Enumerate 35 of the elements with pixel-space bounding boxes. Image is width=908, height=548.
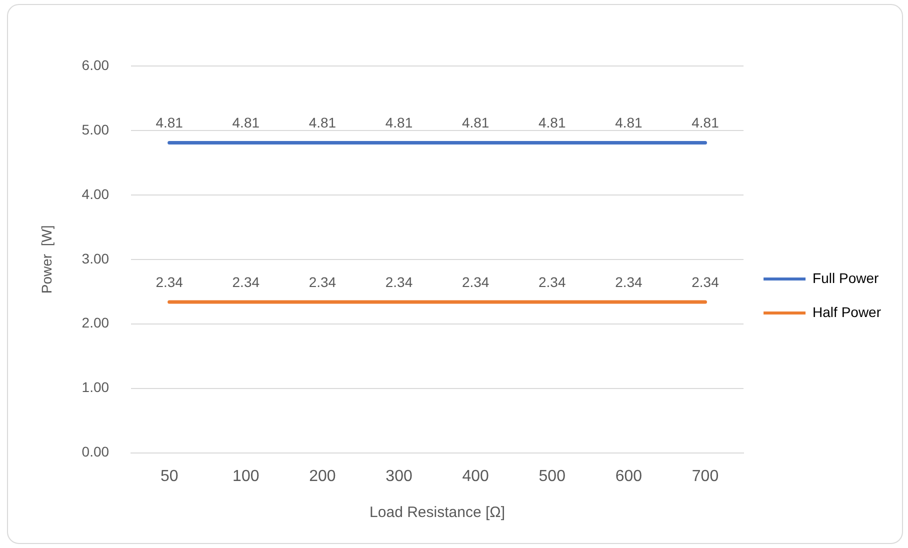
data-label: 4.81	[156, 114, 184, 131]
data-label: 2.34	[232, 274, 260, 290]
legend-label: Half Power	[812, 304, 882, 320]
data-label: 4.81	[692, 114, 720, 131]
data-label: 4.81	[538, 114, 566, 131]
y-tick-label: 1.00	[82, 379, 110, 396]
y-tick-label: 2.00	[82, 314, 110, 331]
y-tick-label: 0.00	[82, 444, 110, 460]
y-tick-label: 3.00	[82, 250, 110, 266]
data-label: 4.81	[385, 114, 413, 131]
data-label: 2.34	[156, 274, 184, 290]
data-label: 4.81	[462, 114, 490, 131]
y-tick-label: 5.00	[82, 121, 110, 138]
y-axis-title: Power [W]	[38, 225, 54, 294]
x-tick-label: 300	[386, 468, 412, 485]
x-tick-label: 400	[462, 468, 490, 485]
y-tick-label: 4.00	[82, 186, 110, 202]
data-label: 2.34	[692, 274, 720, 290]
legend-label: Full Power	[812, 270, 879, 286]
x-axis-title: Load Resistance [Ω]	[370, 504, 506, 522]
data-label: 2.34	[538, 274, 566, 290]
x-tick-label: 200	[309, 468, 336, 485]
data-label: 4.81	[232, 114, 260, 131]
x-tick-label: 100	[232, 468, 260, 485]
x-tick-label: 600	[615, 468, 642, 485]
x-tick-label: 500	[538, 468, 566, 485]
y-tick-label: 6.00	[82, 56, 110, 73]
x-tick-label: 700	[692, 468, 719, 485]
data-label: 4.81	[308, 114, 336, 131]
data-label: 2.34	[615, 274, 643, 290]
data-label: 2.34	[308, 274, 336, 290]
x-tick-label: 50	[160, 468, 178, 485]
data-label: 4.81	[615, 114, 643, 131]
data-label: 2.34	[462, 274, 490, 290]
data-label: 2.34	[385, 274, 413, 290]
